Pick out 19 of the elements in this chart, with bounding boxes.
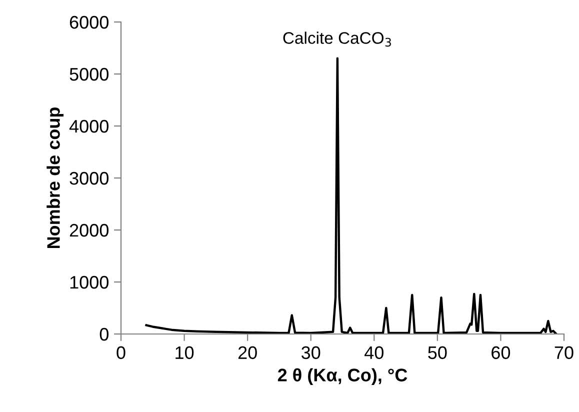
y-tick-label: 5000 — [70, 68, 108, 81]
y-tick-label: 4000 — [69, 120, 108, 133]
x-tick-label: 20 — [238, 346, 257, 360]
y-tick-label: 3000 — [70, 172, 108, 185]
annotation: Calcite CaCO$_{3}$ — [283, 32, 391, 47]
y-tick-label: 6000 — [70, 16, 108, 29]
x-tick-label: 50 — [428, 346, 447, 360]
x-tick-label: 40 — [364, 346, 384, 360]
x-tick-label: 30 — [302, 346, 320, 360]
y-tick-label: 2000 — [70, 224, 108, 237]
x-tick-label: 70 — [554, 346, 574, 360]
x-tick-label: 0 — [116, 346, 126, 360]
x-tick-label: 60 — [492, 346, 510, 360]
y-tick-label: 0 — [100, 328, 108, 341]
x-tick-label: 10 — [176, 346, 194, 360]
line-series — [145, 57, 557, 334]
y-axis-title: Nombre de coup — [46, 108, 64, 248]
x-axis-title: 2 θ (Kα, Co), °C — [278, 368, 408, 386]
y-tick-label: 1000 — [70, 276, 108, 289]
